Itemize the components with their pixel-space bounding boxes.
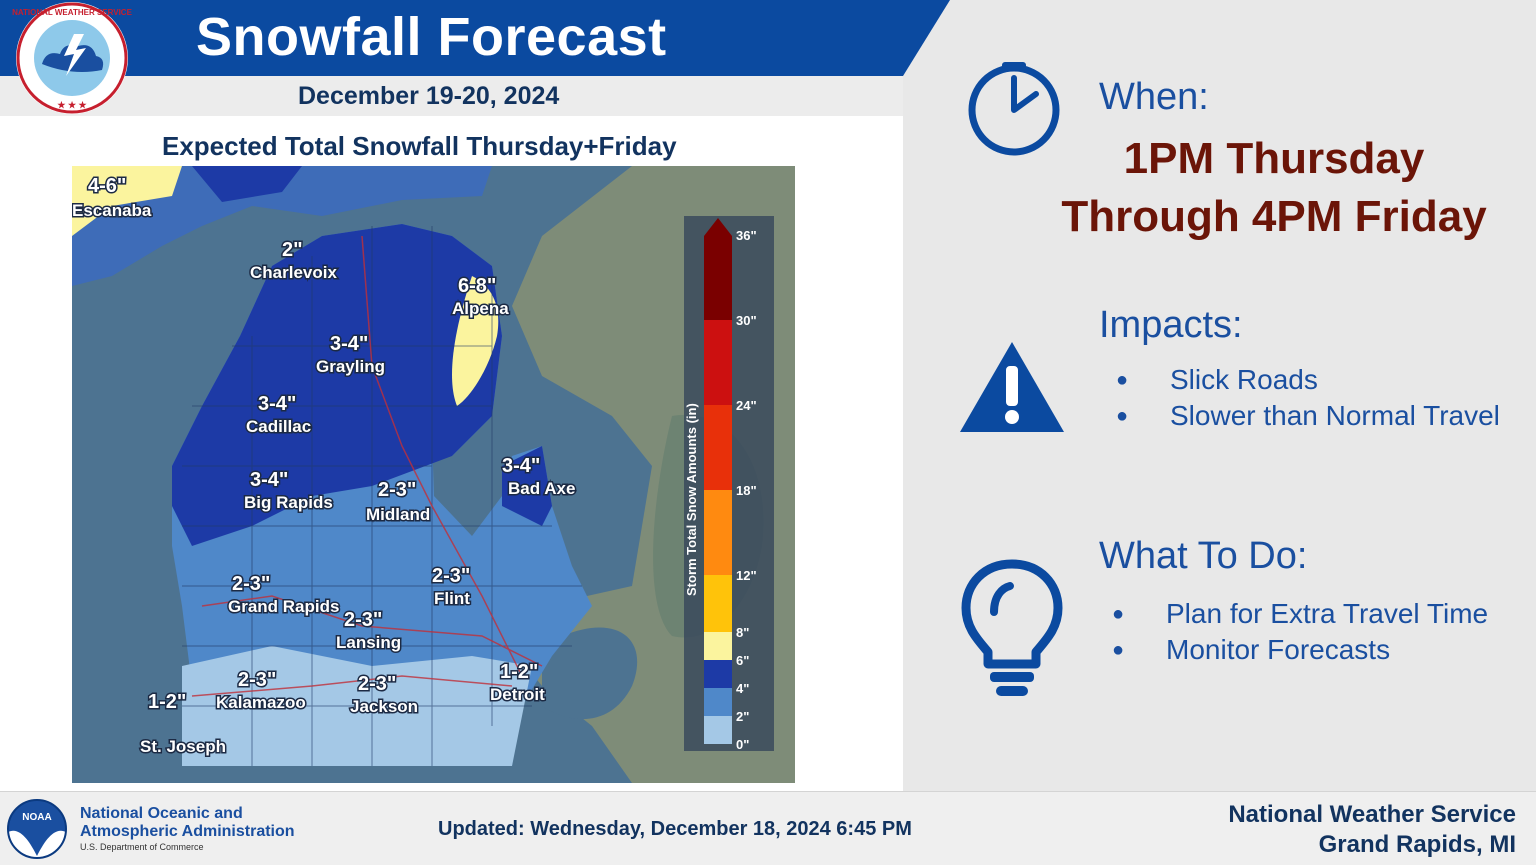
lake-st-clair <box>542 627 638 720</box>
noaa-logo: NOAA <box>7 799 67 859</box>
impacts-list: ● Slick Roads ● Slower than Normal Travel <box>1116 364 1500 436</box>
city-label: Bad Axe <box>508 479 575 498</box>
snow-amount-label: 4-6" <box>88 175 126 197</box>
legend-tick: 6" <box>736 653 749 668</box>
when-heading: When: <box>1099 76 1209 118</box>
escanaba-zone <box>72 166 182 236</box>
noaa-name: National Oceanic and Atmospheric Adminis… <box>80 805 295 841</box>
forecast-date: December 19-20, 2024 <box>298 82 560 110</box>
office-line: National Weather Service <box>1228 801 1516 828</box>
legend-tick: 0" <box>736 737 749 752</box>
updated-timestamp: Updated: Wednesday, December 18, 2024 6:… <box>438 818 912 840</box>
city-label: Escanaba <box>72 201 152 220</box>
city-label: Big Rapids <box>244 493 333 512</box>
nws-logo: ★ ★ ★ NATIONAL WEATHER SERVICE <box>12 2 133 114</box>
county-lines <box>182 226 582 766</box>
list-item: ● Plan for Extra Travel Time <box>1112 598 1489 629</box>
list-item: ● Slower than Normal Travel <box>1116 400 1500 431</box>
snow-amount-label: 6-8" <box>458 275 496 297</box>
snow-amount-label: 3-4" <box>330 333 368 355</box>
legend-tick: 2" <box>736 709 749 724</box>
city-label: Charlevoix <box>250 263 337 282</box>
snow-amount-label: 3-4" <box>258 393 296 415</box>
svg-text:★ ★ ★: ★ ★ ★ <box>57 100 87 110</box>
snow-amount-label: 2-3" <box>378 479 416 501</box>
noaa-department: U.S. Department of Commerce <box>80 842 204 852</box>
legend-tick: 18" <box>736 483 757 498</box>
map-title: Expected Total Snowfall Thursday+Friday <box>162 131 677 161</box>
what-to-do-heading: What To Do: <box>1099 535 1308 577</box>
date-band <box>0 76 903 116</box>
city-label: Alpena <box>452 299 509 318</box>
snowfall-legend: 36" 30" 24" 18" 12" 8" 6" 4" 2" 0" Storm… <box>684 216 774 752</box>
noaa-name-line: Atmospheric Administration <box>80 823 295 840</box>
upper-peninsula <box>72 166 492 286</box>
snow-amount-label: 2-3" <box>432 565 470 587</box>
legend-tick: 8" <box>736 625 749 640</box>
city-label: Grand Rapids <box>228 597 339 616</box>
when-time: 1PM Thursday Through 4PM Friday <box>1034 130 1514 246</box>
bad-axe-zone <box>502 446 552 526</box>
snow-amount-label: 2-3" <box>232 573 270 595</box>
up-heavy-zone <box>192 166 302 202</box>
legend-tick: 24" <box>736 398 757 413</box>
list-item: ● Monitor Forecasts <box>1112 634 1391 665</box>
svg-text:NATIONAL WEATHER SERVICE: NATIONAL WEATHER SERVICE <box>12 8 133 17</box>
city-label: St. Joseph <box>140 737 226 756</box>
city-label: Flint <box>434 589 470 608</box>
city-label: Kalamazoo <box>216 693 306 712</box>
snowfall-map: 36" 30" 24" 18" 12" 8" 6" 4" 2" 0" Storm… <box>72 166 795 783</box>
legend-tick: 30" <box>736 313 757 328</box>
when-end: Through 4PM Friday <box>1061 192 1487 241</box>
highways <box>191 235 543 697</box>
snow-amount-label: 2" <box>282 239 303 261</box>
city-label: Jackson <box>350 697 418 716</box>
svg-text:NOAA: NOAA <box>22 812 51 823</box>
clock-icon <box>968 62 1060 156</box>
footer <box>0 791 1536 865</box>
legend-tick: 12" <box>736 568 757 583</box>
noaa-name-line: National Oceanic and <box>80 805 243 822</box>
impacts-heading: Impacts: <box>1099 304 1243 346</box>
page-title: Snowfall Forecast <box>196 7 667 67</box>
legend-title: Storm Total Snow Amounts (in) <box>684 403 699 596</box>
snow-amount-label: 3-4" <box>250 469 288 491</box>
city-labels: 4-6" Escanaba 2" Charlevoix 6-8" Alpena … <box>72 174 577 758</box>
legend-tick: 4" <box>736 681 749 696</box>
legend-tick: 36" <box>736 228 757 243</box>
when-start: 1PM Thursday <box>1123 134 1425 183</box>
alpena-zone <box>452 276 499 406</box>
snow-amount-label: 1-2" <box>500 661 538 683</box>
snow-amount-label: 2-3" <box>344 609 382 631</box>
city-label: Lansing <box>336 633 401 652</box>
city-label: Grayling <box>316 357 385 376</box>
header-banner <box>0 0 950 76</box>
city-label: Detroit <box>490 685 545 704</box>
snow-amount-label: 3-4" <box>502 455 540 477</box>
list-item: ● Slick Roads <box>1116 364 1318 395</box>
snow-amount-label: 2-3" <box>238 669 276 691</box>
city-label: Midland <box>366 505 430 524</box>
office-line: Grand Rapids, MI <box>1318 831 1516 858</box>
what-to-do-list: ● Plan for Extra Travel Time ● Monitor For… <box>1112 598 1488 670</box>
city-label: Cadillac <box>246 417 311 436</box>
snow-amount-label: 2-3" <box>358 673 396 695</box>
snow-amount-label: 1-2" <box>148 691 186 713</box>
lightbulb-icon <box>961 559 1063 696</box>
warning-icon <box>960 342 1064 432</box>
office-name: National Weather Service Grand Rapids, M… <box>1228 800 1516 860</box>
